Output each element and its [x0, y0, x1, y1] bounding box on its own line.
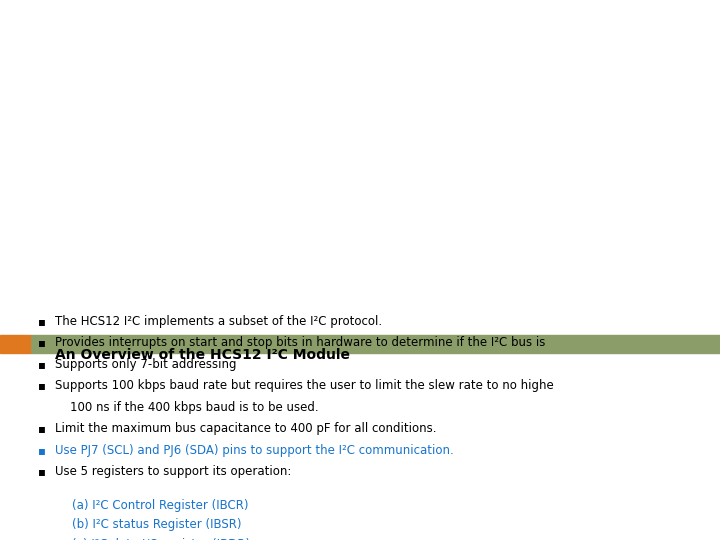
- Text: (b) I²C status Register (IBSR): (b) I²C status Register (IBSR): [72, 518, 241, 531]
- Text: ▪: ▪: [38, 336, 46, 349]
- Text: 100 ns if the 400 kbps baud is to be used.: 100 ns if the 400 kbps baud is to be use…: [55, 401, 319, 414]
- Text: ▪: ▪: [38, 465, 46, 478]
- Bar: [0, 335, 30, 353]
- Text: ▪: ▪: [38, 380, 46, 393]
- Text: Provides interrupts on start and stop bits in hardware to determine if the I²C b: Provides interrupts on start and stop bi…: [55, 336, 545, 349]
- Text: ▪: ▪: [38, 358, 46, 371]
- Text: Limit the maximum bus capacitance to 400 pF for all conditions.: Limit the maximum bus capacitance to 400…: [55, 422, 436, 435]
- Text: ▪: ▪: [38, 422, 46, 435]
- Text: ▪: ▪: [38, 444, 46, 457]
- Text: Supports only 7-bit addressing: Supports only 7-bit addressing: [55, 358, 236, 371]
- Text: Use 5 registers to support its operation:: Use 5 registers to support its operation…: [55, 465, 292, 478]
- Text: Use PJ7 (SCL) and PJ6 (SDA) pins to support the I²C communication.: Use PJ7 (SCL) and PJ6 (SDA) pins to supp…: [55, 444, 454, 457]
- Text: (c) I²C data I/O register (IBDR): (c) I²C data I/O register (IBDR): [72, 538, 250, 540]
- Text: (a) I²C Control Register (IBCR): (a) I²C Control Register (IBCR): [72, 499, 248, 512]
- Text: ▪: ▪: [38, 315, 46, 328]
- Text: The HCS12 I²C implements a subset of the I²C protocol.: The HCS12 I²C implements a subset of the…: [55, 315, 382, 328]
- Text: An Overview of the HCS12 I²C Module: An Overview of the HCS12 I²C Module: [55, 348, 350, 362]
- Bar: [30, 335, 720, 353]
- Text: Supports 100 kbps baud rate but requires the user to limit the slew rate to no h: Supports 100 kbps baud rate but requires…: [55, 380, 554, 393]
